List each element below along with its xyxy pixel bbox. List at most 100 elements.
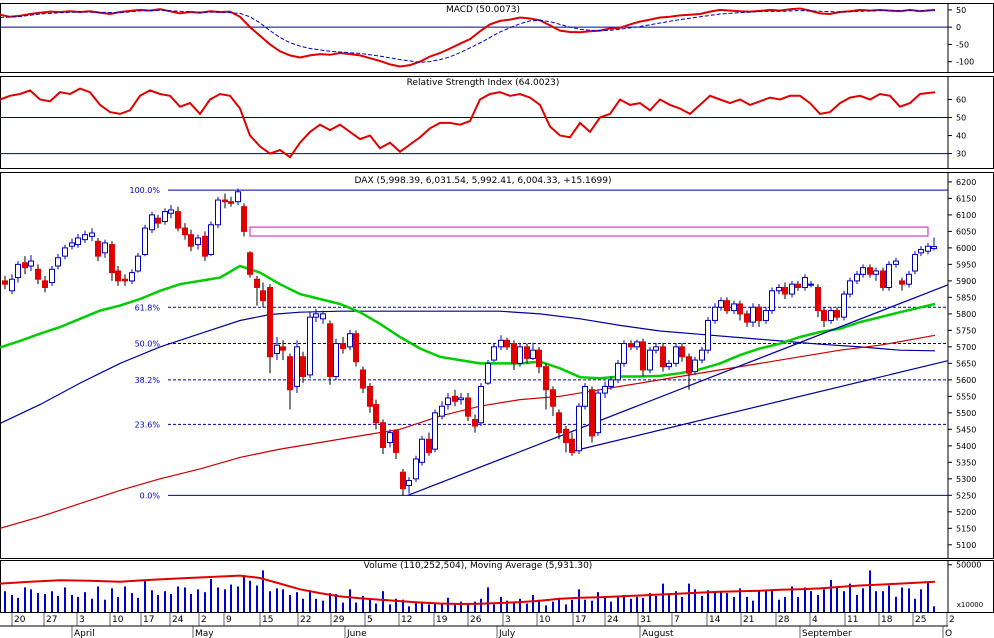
day-tick-label: 20 bbox=[14, 615, 26, 625]
candle bbox=[498, 335, 504, 351]
month-tick-label: O bbox=[945, 629, 952, 638]
candle-body bbox=[925, 245, 931, 252]
candle bbox=[815, 284, 821, 318]
candle-body bbox=[175, 211, 181, 229]
candle bbox=[162, 208, 168, 225]
candle bbox=[22, 256, 28, 275]
candle-body bbox=[517, 346, 523, 364]
candle bbox=[300, 351, 306, 384]
candle bbox=[439, 401, 445, 420]
candle bbox=[267, 284, 273, 374]
candle-body bbox=[35, 268, 41, 280]
day-tick-label: 26 bbox=[470, 615, 482, 625]
candle-body bbox=[886, 263, 892, 288]
candle-body bbox=[102, 242, 108, 254]
candle bbox=[802, 274, 808, 291]
candle-body bbox=[307, 316, 313, 376]
price-ytick-label: 6200 bbox=[956, 178, 976, 187]
candle bbox=[69, 238, 75, 250]
candle bbox=[608, 376, 614, 390]
candle bbox=[692, 356, 698, 375]
candle bbox=[62, 244, 68, 260]
fib-label: 0.0% bbox=[140, 491, 161, 500]
candle bbox=[867, 264, 873, 278]
candle-body bbox=[235, 191, 241, 203]
candle-body bbox=[472, 418, 478, 427]
macd-ytick-label: -50 bbox=[956, 40, 969, 49]
candle-body bbox=[899, 280, 905, 285]
candle-body bbox=[400, 471, 406, 490]
candle-body bbox=[373, 404, 379, 424]
candle-body bbox=[608, 379, 614, 387]
candle bbox=[789, 280, 795, 298]
candle bbox=[215, 196, 221, 229]
month-tick-label: July bbox=[498, 629, 516, 638]
candle-body bbox=[393, 430, 399, 453]
candle bbox=[808, 280, 814, 288]
candle bbox=[854, 270, 860, 285]
candle bbox=[313, 308, 319, 323]
candle-body bbox=[215, 199, 221, 226]
candle bbox=[393, 429, 399, 460]
candle bbox=[543, 363, 549, 410]
rsi-ytick-label: 60 bbox=[956, 95, 966, 104]
candle-body bbox=[744, 313, 750, 323]
fibonacci-levels: 100.0% 61.8% 50.0% 38.2% 23.6% 0.0% bbox=[129, 186, 948, 500]
candle bbox=[821, 307, 827, 328]
candle bbox=[260, 282, 266, 308]
candle bbox=[228, 196, 234, 207]
candle bbox=[195, 234, 201, 250]
candle bbox=[536, 346, 542, 374]
candle-body bbox=[360, 369, 366, 389]
day-tick-label: 10 bbox=[539, 615, 551, 625]
price-ytick-label: 5700 bbox=[956, 343, 976, 352]
candle-body bbox=[769, 290, 775, 312]
candle bbox=[294, 340, 300, 394]
fib-label: 100.0% bbox=[129, 186, 160, 195]
candle bbox=[241, 203, 247, 237]
candle-body bbox=[294, 346, 300, 387]
candle bbox=[718, 297, 724, 311]
candle-body bbox=[563, 428, 569, 444]
candle-body bbox=[550, 389, 556, 407]
candle bbox=[628, 340, 634, 351]
candle-body bbox=[602, 385, 608, 394]
candle bbox=[115, 266, 121, 286]
candle bbox=[556, 409, 562, 440]
candle bbox=[511, 340, 517, 370]
candle bbox=[387, 429, 393, 448]
fib-label: 23.6% bbox=[135, 420, 161, 429]
candle-body bbox=[795, 283, 801, 288]
candle bbox=[42, 275, 48, 293]
candle-body bbox=[918, 249, 924, 254]
candle bbox=[122, 274, 128, 286]
candle-body bbox=[340, 343, 346, 350]
candle bbox=[647, 346, 653, 374]
day-tick-label: 22 bbox=[300, 615, 311, 625]
candle-body bbox=[432, 412, 438, 450]
candle bbox=[149, 211, 155, 234]
candle bbox=[524, 343, 530, 364]
candle bbox=[931, 237, 937, 251]
candle-body bbox=[854, 273, 860, 282]
month-tick-label: April bbox=[74, 629, 95, 638]
candle-body bbox=[426, 438, 432, 453]
candle bbox=[769, 287, 775, 314]
volume-bars bbox=[4, 570, 935, 612]
candle bbox=[530, 342, 536, 361]
candle-body bbox=[628, 343, 634, 348]
candle bbox=[75, 234, 81, 248]
ma_red-line bbox=[0, 334, 936, 529]
price-ytick-label: 5350 bbox=[956, 458, 976, 467]
candle-body bbox=[821, 310, 827, 321]
candle bbox=[82, 230, 88, 243]
candle-body bbox=[353, 333, 359, 363]
candle bbox=[129, 269, 135, 285]
candle-body bbox=[287, 356, 293, 391]
candle bbox=[426, 432, 432, 456]
candle-body bbox=[705, 319, 711, 351]
macd-macd-line bbox=[0, 7, 936, 68]
candle bbox=[491, 343, 497, 362]
candle-body bbox=[387, 432, 393, 444]
